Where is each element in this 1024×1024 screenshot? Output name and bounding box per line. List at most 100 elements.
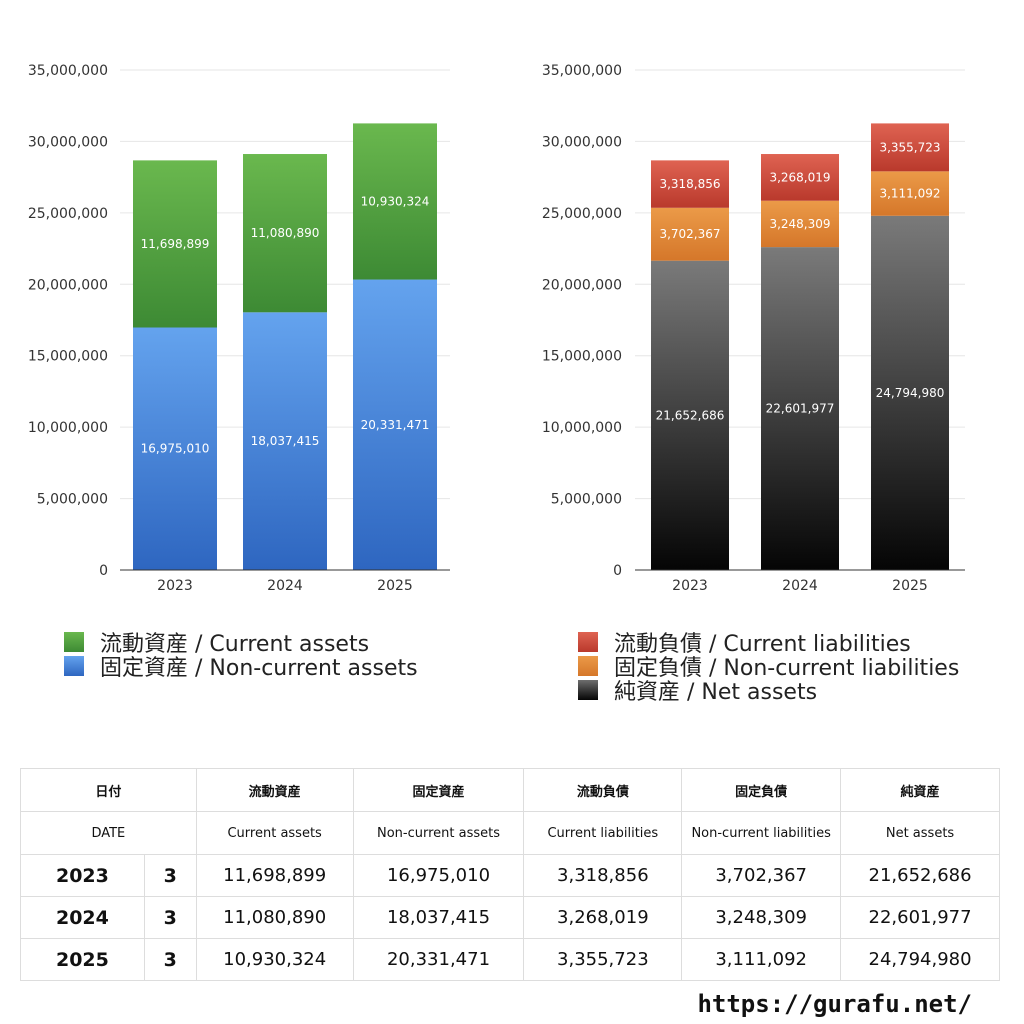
table-row: 2023 3 11,698,899 16,975,010 3,318,856 3… [20,854,1000,897]
y-tick-label: 5,000,000 [37,492,108,508]
cell-net-assets: 22,601,977 [840,896,1000,939]
data-label: 3,248,309 [769,217,830,231]
row-month: 3 [143,938,197,981]
bar-segment [871,215,949,570]
liabilities-legend: 流動負債 / Current liabilities 固定負債 / Non-cu… [578,630,959,705]
cell-current-assets: 11,698,899 [195,854,354,897]
header-current-assets-jp: 流動資産 [195,768,354,812]
row-year: 2023 [20,854,145,897]
bar-segment [353,279,437,570]
y-tick-label: 20,000,000 [28,277,108,293]
header-date-en: DATE [20,811,197,855]
bar-segment [651,260,729,570]
cell-current-liabilities: 3,268,019 [523,896,683,939]
header-net-assets-en: Net assets [840,811,1000,855]
y-tick-label: 15,000,000 [28,349,108,365]
data-label: 18,037,415 [251,434,320,448]
legend-item-non-current-liabilities: 固定負債 / Non-current liabilities [578,654,959,681]
x-tick-label: 2023 [157,578,193,594]
legend-label: 固定負債 / Non-current liabilities [614,656,960,681]
assets-legend: 流動資産 / Current assets 固定資産 / Non-current… [64,630,418,681]
x-tick-label: 2025 [377,578,413,594]
bar-segment [133,160,217,328]
legend-swatch [578,632,598,652]
data-label: 11,698,899 [141,237,210,251]
legend-swatch [578,680,598,700]
table-header-row-en: DATE Current assets Non-current assets C… [20,811,1000,855]
row-month: 3 [143,896,197,939]
header-current-liabilities-jp: 流動負債 [523,768,683,812]
y-tick-label: 10,000,000 [542,420,622,436]
assets-chart: 0 5,000,000 10,000,000 15,000,000 20,000,000… [28,63,450,594]
bar-segment [761,200,839,248]
x-tick-label: 2024 [267,578,303,594]
header-non-current-assets-en: Non-current assets [352,811,525,855]
header-current-assets-en: Current assets [195,811,354,855]
y-tick-label: 0 [99,563,108,579]
x-tick-label: 2025 [892,578,928,594]
y-tick-label: 30,000,000 [28,134,108,150]
y-tick-label: 0 [613,563,622,579]
y-tick-label: 35,000,000 [542,63,622,79]
data-label: 21,652,686 [656,408,725,422]
legend-label: 純資産 / Net assets [614,680,818,705]
cell-net-assets: 24,794,980 [840,938,1000,981]
data-label: 10,930,324 [361,194,430,208]
cell-net-assets: 21,652,686 [840,854,1000,897]
y-tick-label: 30,000,000 [542,134,622,150]
y-tick-label: 10,000,000 [28,420,108,436]
legend-label: 流動資産 / Current assets [100,632,370,657]
data-label: 3,355,723 [879,140,940,154]
header-net-assets-jp: 純資産 [840,768,1000,812]
data-label: 3,268,019 [769,170,830,184]
legend-swatch [578,656,598,676]
cell-non-current-liabilities: 3,111,092 [681,938,842,981]
cell-non-current-assets: 18,037,415 [352,896,525,939]
bar-segment [871,171,949,216]
data-label: 20,331,471 [361,418,430,432]
data-label: 3,702,367 [659,227,720,241]
table-row: 2025 3 10,930,324 20,331,471 3,355,723 3… [20,938,1000,981]
bar-segment [761,154,839,201]
bar-segment [651,160,729,208]
data-label: 24,794,980 [876,386,945,400]
header-current-liabilities-en: Current liabilities [523,811,683,855]
header-non-current-liabilities-jp: 固定負債 [681,768,842,812]
row-year: 2024 [20,896,145,939]
cell-non-current-liabilities: 3,248,309 [681,896,842,939]
legend-swatch [64,632,84,652]
table-header-row-jp: 日付 流動資産 固定資産 流動負債 固定負債 純資産 [20,768,1000,812]
x-tick-label: 2024 [782,578,818,594]
cell-current-liabilities: 3,355,723 [523,938,683,981]
bar-segment [243,154,327,313]
source-url[interactable]: https://gurafu.net/ [697,990,972,1018]
cell-non-current-assets: 20,331,471 [352,938,525,981]
legend-label: 流動負債 / Current liabilities [614,632,911,657]
x-tick-label: 2023 [672,578,708,594]
legend-item-net-assets: 純資産 / Net assets [578,678,959,705]
y-tick-label: 5,000,000 [551,492,622,508]
bar-segment [243,312,327,570]
legend-item-current-liabilities: 流動負債 / Current liabilities [578,630,959,657]
bar-segment [651,207,729,261]
cell-current-liabilities: 3,318,856 [523,854,683,897]
y-tick-label: 25,000,000 [28,206,108,222]
cell-current-assets: 11,080,890 [195,896,354,939]
data-label: 3,318,856 [659,177,720,191]
y-tick-label: 15,000,000 [542,349,622,365]
bar-segment [871,123,949,172]
legend-label: 固定資産 / Non-current assets [100,656,418,681]
charts-canvas: 0 5,000,000 10,000,000 15,000,000 20,000,000… [28,63,965,594]
table-row: 2024 3 11,080,890 18,037,415 3,268,019 3… [20,896,1000,939]
row-month: 3 [143,854,197,897]
cell-non-current-liabilities: 3,702,367 [681,854,842,897]
financial-data-table: 日付 流動資産 固定資産 流動負債 固定負債 純資産 DATE Current … [20,768,1000,981]
bar-segment [133,327,217,570]
legend-item-current-assets: 流動資産 / Current assets [64,630,418,657]
data-label: 16,975,010 [141,442,210,456]
bar-segment [761,247,839,570]
header-non-current-liabilities-en: Non-current liabilities [681,811,842,855]
legend-item-non-current-assets: 固定資産 / Non-current assets [64,654,418,681]
data-label: 22,601,977 [766,402,835,416]
bar-segment [353,123,437,280]
